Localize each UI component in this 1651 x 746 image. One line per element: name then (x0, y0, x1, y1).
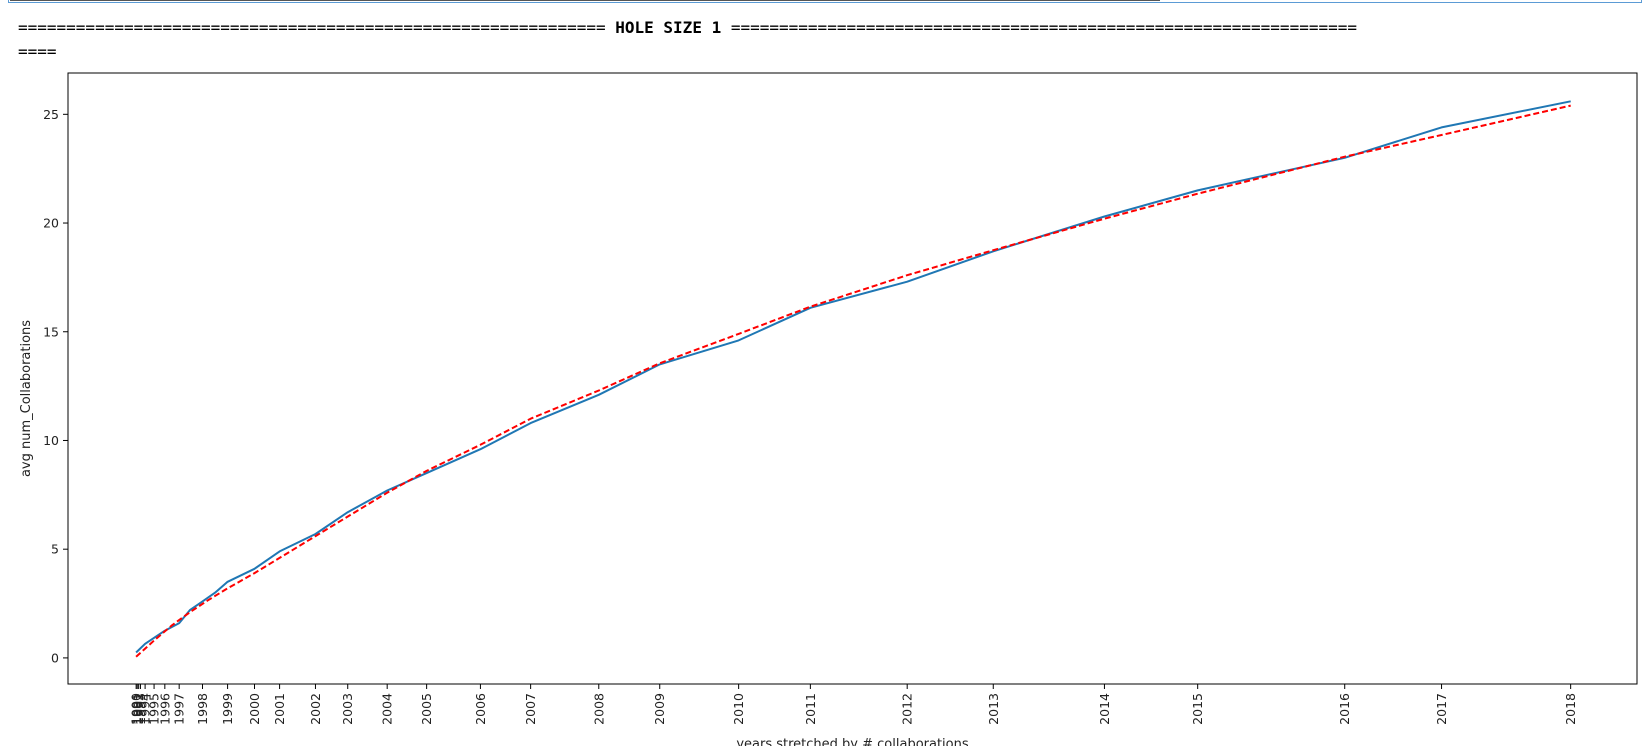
x-tick-label: 2016 (1337, 693, 1352, 725)
x-tick-label: 2013 (986, 693, 1001, 725)
x-tick-label: 2008 (591, 693, 606, 725)
x-tick-label: 2001 (272, 693, 287, 725)
x-tick-label: 1996 (157, 693, 172, 725)
banner-tail: ==== (18, 42, 57, 61)
x-tick-label: 2010 (731, 693, 746, 725)
output-banner: ========================================… (18, 16, 1643, 64)
x-tick-label: 1993 (133, 693, 148, 725)
y-tick-label: 15 (43, 324, 59, 339)
banner-left: ========================================… (18, 18, 606, 37)
x-tick-label: 1999 (220, 693, 235, 725)
x-axis-label: years stretched by # collaborations (736, 737, 969, 746)
x-tick-label: 2006 (473, 693, 488, 725)
banner-right: ========================================… (730, 18, 1357, 37)
x-tick-label: 2005 (419, 693, 434, 725)
banner-title: HOLE SIZE 1 (615, 18, 722, 37)
x-tick-label: 2014 (1097, 693, 1112, 725)
y-tick-label: 0 (51, 650, 59, 665)
x-tick-label: 2012 (900, 693, 915, 725)
x-tick-label: 2003 (340, 693, 355, 725)
x-tick-label: 2004 (380, 693, 395, 725)
y-tick-label: 10 (43, 433, 59, 448)
notebook-cell-frame (8, 0, 1642, 3)
y-tick-label: 5 (51, 542, 59, 557)
x-tick-label: 2009 (652, 693, 667, 725)
x-tick-label: 1991 (130, 693, 145, 725)
series-line-fit (135, 104, 1571, 658)
plot-frame (67, 72, 1638, 685)
x-tick-label: 1998 (195, 693, 210, 725)
x-tick-label: 2011 (803, 693, 818, 725)
x-tick-label: 1994 (138, 693, 153, 725)
x-tick-label: 2007 (523, 693, 538, 725)
x-tick-label: 1990 (129, 693, 144, 725)
x-tick-label: 1995 (147, 693, 162, 725)
x-tick-label: 2015 (1190, 693, 1205, 725)
x-tick-label: 2017 (1434, 693, 1449, 725)
y-axis-label: avg num_Collaborations (19, 320, 34, 477)
y-tick-label: 25 (43, 107, 59, 122)
series-line-actual (135, 100, 1571, 654)
x-tick-label: 1992 (131, 693, 146, 725)
x-tick-label: 1997 (172, 693, 187, 725)
x-tick-label: 2018 (1563, 693, 1578, 725)
y-tick-label: 20 (43, 216, 59, 231)
cell-scrollbar[interactable] (10, 0, 1160, 1)
x-tick-label: 2000 (247, 693, 262, 725)
x-tick-label: 2002 (308, 693, 323, 725)
